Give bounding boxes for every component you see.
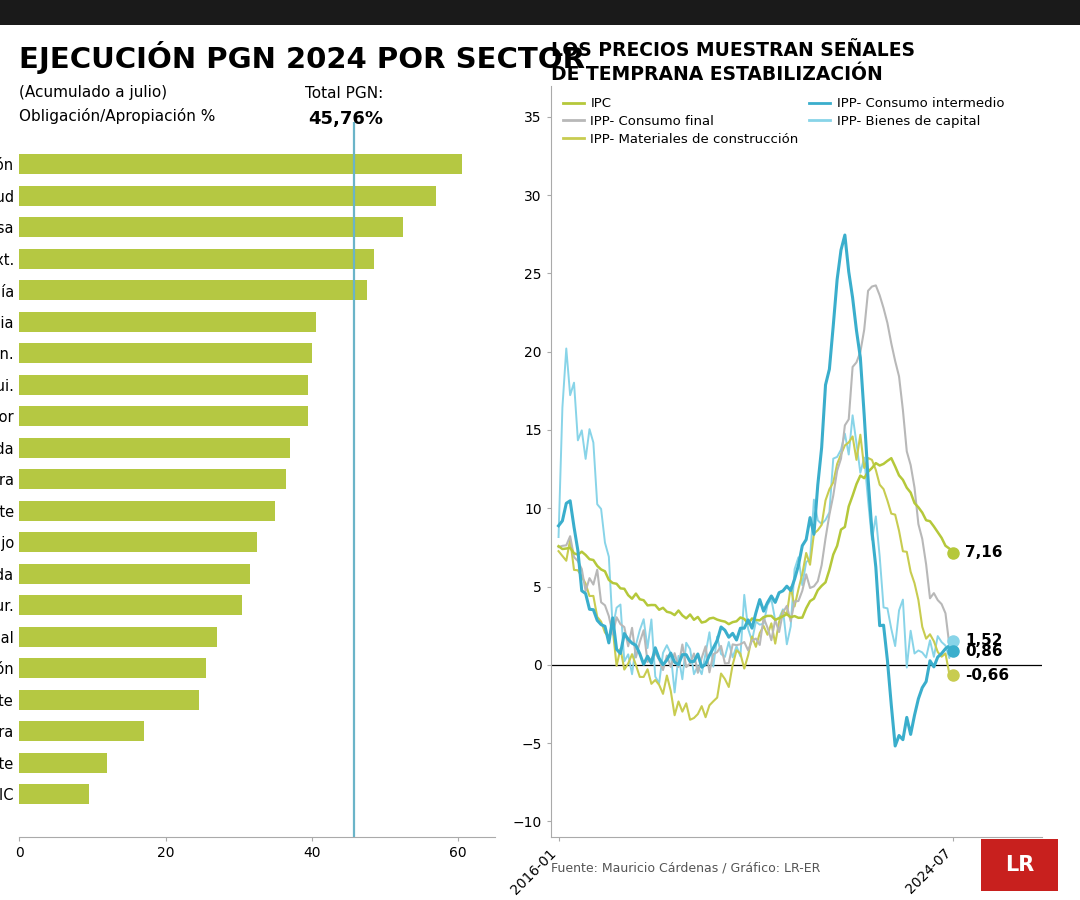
Text: 0,86: 0,86	[964, 644, 1002, 659]
Text: LOS PRECIOS MUESTRAN SEÑALES: LOS PRECIOS MUESTRAN SEÑALES	[551, 40, 915, 59]
Text: EJECUCIÓN PGN 2024 POR SECTOR: EJECUCIÓN PGN 2024 POR SECTOR	[19, 40, 585, 74]
Text: 7,16: 7,16	[964, 545, 1002, 560]
Text: Obligación/Apropiación %: Obligación/Apropiación %	[19, 108, 216, 124]
Bar	[19, 532, 257, 553]
Text: LR: LR	[1004, 855, 1035, 875]
Bar	[19, 185, 436, 206]
Bar	[19, 658, 206, 679]
Bar	[19, 784, 89, 805]
Bar	[19, 343, 312, 364]
Text: 1,52: 1,52	[964, 634, 1002, 649]
Text: 45,76%: 45,76%	[309, 110, 383, 128]
Text: Fuente: Mauricio Cárdenas / Gráfico: LR-ER: Fuente: Mauricio Cárdenas / Gráfico: LR-…	[551, 862, 820, 875]
Bar	[19, 374, 308, 395]
Bar	[19, 689, 199, 710]
Text: Total PGN:: Total PGN:	[306, 86, 383, 101]
Bar	[19, 437, 289, 458]
Bar	[19, 752, 107, 773]
Bar	[19, 626, 217, 647]
Bar	[19, 500, 275, 521]
Bar	[19, 217, 403, 238]
Bar	[19, 280, 367, 301]
Bar	[19, 154, 462, 175]
Bar	[19, 469, 286, 490]
Bar	[19, 721, 144, 742]
Text: (Acumulado a julio): (Acumulado a julio)	[19, 86, 167, 101]
Bar	[19, 311, 315, 332]
Bar	[19, 595, 242, 616]
Text: DE TEMPRANA ESTABILIZACIÓN: DE TEMPRANA ESTABILIZACIÓN	[551, 65, 882, 84]
Bar	[19, 406, 308, 427]
Legend: IPC, IPP- Consumo final, IPP- Materiales de construcción, IPP- Consumo intermedi: IPC, IPP- Consumo final, IPP- Materiales…	[557, 92, 1010, 151]
Text: -0,66: -0,66	[964, 668, 1009, 682]
Bar	[19, 248, 374, 269]
Bar	[19, 563, 249, 584]
